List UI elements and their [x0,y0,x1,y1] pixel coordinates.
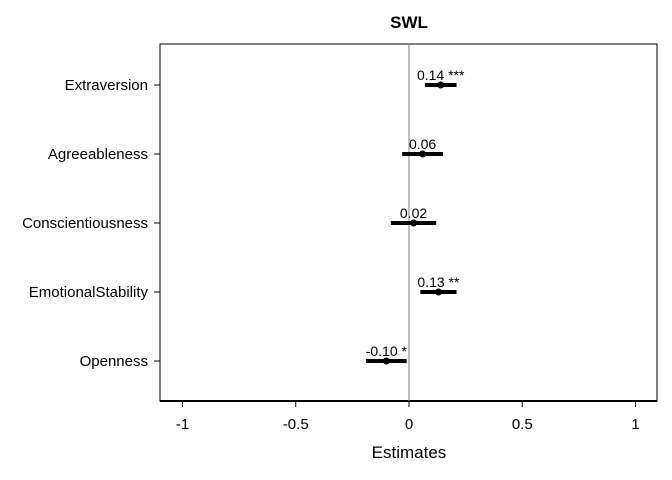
x-tick-label: -1 [176,416,189,433]
estimate-label-extraversion: 0.14 *** [417,67,465,83]
y-tick-label-emotionalstability: EmotionalStability [29,284,149,301]
estimate-label-agreeableness: 0.06 [409,136,436,152]
estimate-label-openness: -0.10 * [366,343,408,359]
estimates-layer: 0.14 *** 0.06 0.02 0.13 ** -0.10 * [366,67,465,365]
estimate-point-extraversion [437,81,445,89]
x-axis-label: Estimates [372,443,447,462]
y-tick-label-openness: Openness [80,353,148,370]
y-tick-label-extraversion: Extraversion [65,77,148,94]
estimate-label-conscientiousness: 0.02 [400,205,427,221]
x-tick-label: -0.5 [283,416,309,433]
x-tick-label: 1 [631,416,639,433]
y-tick-label-conscientiousness: Conscientiousness [22,215,148,232]
estimate-point-emotionalstability [434,288,442,296]
x-tick-label: 0 [405,416,413,433]
estimate-label-emotionalstability: 0.13 ** [417,274,460,290]
estimate-point-openness [382,357,390,365]
y-tick-label-agreeableness: Agreeableness [48,146,148,163]
y-axis: Extraversion Agreeableness Conscientiousne… [22,77,160,370]
chart-title: SWL [390,13,428,32]
x-axis: -1 -0.5 0 0.5 1 [176,401,640,433]
estimate-point-conscientiousness [410,219,418,227]
x-tick-label: 0.5 [512,416,533,433]
estimate-point-agreeableness [419,150,427,158]
